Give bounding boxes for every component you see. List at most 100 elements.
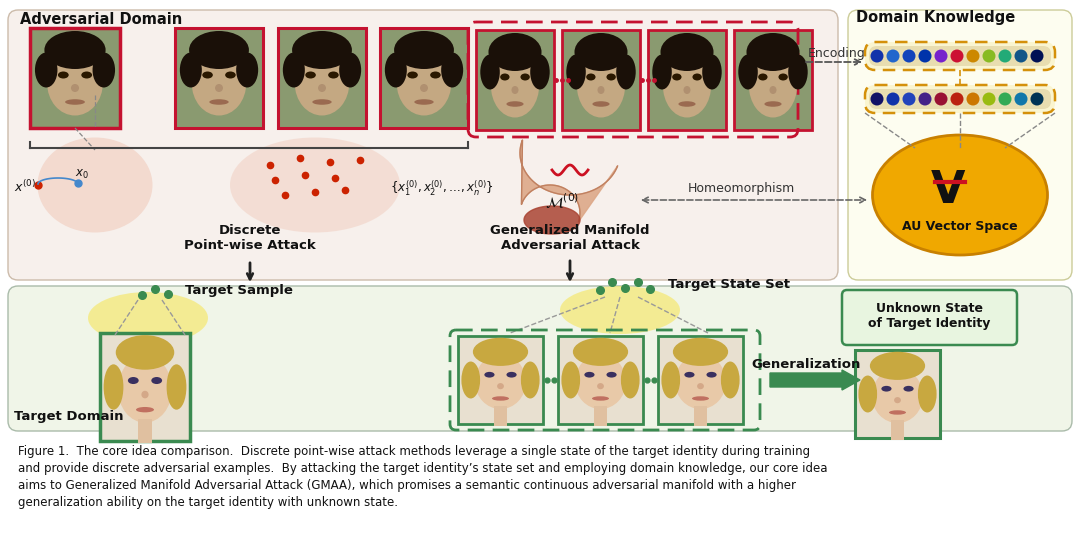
Text: V: V	[931, 169, 966, 212]
Ellipse shape	[597, 86, 605, 94]
Ellipse shape	[384, 53, 407, 88]
Ellipse shape	[490, 53, 539, 118]
Ellipse shape	[739, 54, 758, 89]
Circle shape	[950, 93, 963, 105]
Bar	[648, 30, 726, 130]
Text: $x^{(0)}$: $x^{(0)}$	[14, 179, 36, 195]
Ellipse shape	[180, 53, 202, 88]
FancyBboxPatch shape	[8, 286, 1072, 431]
Ellipse shape	[65, 99, 85, 105]
Bar	[458, 336, 543, 424]
Ellipse shape	[116, 335, 174, 370]
Text: Target State Set: Target State Set	[669, 278, 789, 291]
Ellipse shape	[407, 72, 418, 78]
Ellipse shape	[35, 53, 57, 88]
Circle shape	[999, 49, 1012, 63]
Text: generalization ability on the target identity with unknown state.: generalization ability on the target ide…	[18, 496, 399, 509]
Bar	[278, 28, 366, 128]
Ellipse shape	[607, 73, 616, 80]
Ellipse shape	[661, 361, 680, 398]
Bar	[175, 28, 264, 128]
Ellipse shape	[521, 361, 540, 398]
Ellipse shape	[889, 410, 906, 415]
Ellipse shape	[572, 338, 629, 366]
Text: Figure 1.  The core idea comparison.  Discrete point-wise attack methods leverag: Figure 1. The core idea comparison. Disc…	[18, 445, 810, 458]
FancyBboxPatch shape	[869, 46, 1051, 66]
Ellipse shape	[765, 101, 782, 107]
Ellipse shape	[869, 352, 926, 380]
Ellipse shape	[488, 33, 541, 71]
Text: Homeomorphism: Homeomorphism	[688, 182, 795, 195]
Ellipse shape	[339, 53, 361, 88]
Circle shape	[934, 49, 947, 63]
Ellipse shape	[561, 286, 680, 334]
Ellipse shape	[48, 51, 103, 115]
Bar	[138, 420, 152, 443]
Ellipse shape	[202, 72, 213, 78]
Circle shape	[950, 49, 963, 63]
Circle shape	[903, 93, 916, 105]
Ellipse shape	[584, 372, 595, 377]
Circle shape	[967, 93, 980, 105]
Ellipse shape	[881, 386, 892, 392]
Ellipse shape	[328, 72, 339, 78]
Ellipse shape	[81, 72, 92, 78]
Ellipse shape	[894, 397, 901, 403]
Circle shape	[887, 49, 900, 63]
Ellipse shape	[621, 361, 639, 398]
Ellipse shape	[225, 72, 235, 78]
Ellipse shape	[562, 361, 580, 398]
Ellipse shape	[675, 355, 726, 409]
Ellipse shape	[859, 376, 877, 412]
Ellipse shape	[394, 31, 454, 69]
Ellipse shape	[678, 101, 696, 107]
Ellipse shape	[530, 54, 550, 89]
Ellipse shape	[118, 356, 172, 423]
Ellipse shape	[597, 383, 604, 389]
Text: AU Vector Space: AU Vector Space	[902, 220, 1017, 233]
Ellipse shape	[746, 33, 799, 71]
Text: Generalized Manifold
Adversarial Attack: Generalized Manifold Adversarial Attack	[490, 224, 650, 252]
Ellipse shape	[872, 369, 923, 423]
Ellipse shape	[577, 53, 625, 118]
Text: Generalization: Generalization	[752, 358, 861, 371]
FancyBboxPatch shape	[848, 10, 1072, 280]
Ellipse shape	[396, 51, 451, 115]
FancyArrow shape	[770, 370, 860, 390]
Ellipse shape	[788, 54, 808, 89]
Ellipse shape	[500, 73, 510, 80]
Circle shape	[903, 49, 916, 63]
Circle shape	[983, 93, 996, 105]
Text: $\{x_1^{(0)},x_2^{(0)},\ldots,x_n^{(0)}\}$: $\{x_1^{(0)},x_2^{(0)},\ldots,x_n^{(0)}\…	[390, 178, 494, 198]
Polygon shape	[519, 140, 618, 221]
Ellipse shape	[166, 364, 187, 410]
Ellipse shape	[593, 101, 609, 107]
Circle shape	[870, 49, 883, 63]
FancyBboxPatch shape	[865, 85, 1055, 113]
Ellipse shape	[779, 73, 787, 80]
Text: Target Sample: Target Sample	[185, 284, 293, 297]
Ellipse shape	[721, 361, 740, 398]
FancyBboxPatch shape	[8, 10, 838, 280]
Ellipse shape	[283, 53, 305, 88]
Bar	[476, 30, 554, 130]
FancyBboxPatch shape	[865, 42, 1055, 70]
Ellipse shape	[295, 51, 349, 115]
Ellipse shape	[575, 33, 627, 71]
Ellipse shape	[507, 101, 524, 107]
Ellipse shape	[904, 386, 914, 392]
Ellipse shape	[497, 383, 504, 389]
Ellipse shape	[684, 86, 690, 94]
Bar	[658, 336, 743, 424]
Circle shape	[887, 93, 900, 105]
Ellipse shape	[758, 73, 768, 80]
Ellipse shape	[652, 54, 672, 89]
Circle shape	[1030, 93, 1043, 105]
Circle shape	[1014, 49, 1027, 63]
Circle shape	[967, 49, 980, 63]
Bar	[562, 30, 640, 130]
Bar	[891, 420, 904, 440]
Text: Discrete
Point-wise Attack: Discrete Point-wise Attack	[184, 224, 315, 252]
Ellipse shape	[306, 72, 315, 78]
Ellipse shape	[127, 377, 138, 384]
